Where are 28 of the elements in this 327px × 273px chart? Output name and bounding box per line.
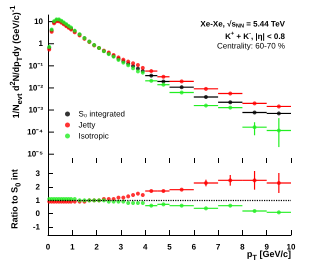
y-tick-label: 3 [36, 169, 41, 178]
y-tick-label: 10⁻² [28, 83, 44, 92]
x-tick-label: 10 [286, 242, 296, 252]
annotation: Centrality: 60-70 % [216, 42, 285, 50]
legend-label: Isotropic [78, 132, 109, 140]
x-tick-label: 5 [167, 242, 172, 252]
y-tick-label: 1 [36, 196, 41, 205]
y-tick-label: 1 [38, 39, 44, 48]
legend-label: Jetty [78, 120, 96, 130]
x-axis-title: p$_{T}$ [GeV/c] [246, 249, 291, 262]
x-tick-label: 7 [216, 242, 221, 252]
x-tick-label: 3 [118, 242, 124, 252]
y-tick-label: 2 [36, 182, 41, 192]
y-tick-label: 10⁻¹ [28, 61, 44, 70]
x-tick-label: 9 [264, 242, 270, 252]
x-tick-label: 4 [142, 242, 148, 252]
x-tick-label: 2 [94, 242, 100, 252]
x-tick-label: 8 [240, 242, 246, 252]
x-tick-label: 0 [46, 242, 51, 252]
y-tick-label: 10⁻⁵ [27, 150, 44, 159]
y-tick-label: 10⁻⁴ [27, 128, 44, 137]
legend-label: S₀ integrated [78, 110, 125, 118]
x-tick-label: 6 [192, 242, 197, 252]
y-tick-label: 10 [34, 17, 44, 26]
y-tick-label: 0 [36, 209, 41, 218]
x-tick-label: 1 [70, 242, 76, 252]
y-tick-label: 10⁻³ [28, 106, 44, 115]
y-tick-label: -1 [32, 222, 41, 232]
